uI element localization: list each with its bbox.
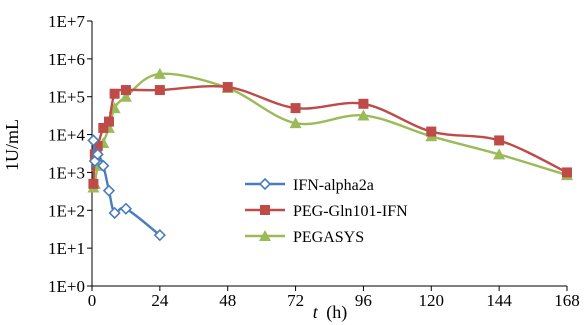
- data-point: [493, 148, 506, 160]
- y-axis-title: 1U/mL: [2, 119, 22, 171]
- data-point: [119, 202, 133, 215]
- data-point: [88, 178, 99, 189]
- y-tick-label: 1E+5: [48, 88, 85, 107]
- legend-entry: IFN-alpha2a: [245, 177, 374, 194]
- data-point: [153, 229, 166, 242]
- y-tick-label: 1E+7: [48, 12, 85, 31]
- legend-entry: PEGASYS: [245, 229, 364, 246]
- legend: IFN-alpha2a PEG-Gln101-IFN PEGASYS: [245, 177, 408, 246]
- y-tick-label: 1E+3: [48, 163, 85, 182]
- data-point: [153, 67, 166, 79]
- data-point: [109, 88, 120, 99]
- legend-label: IFN-alpha2a: [293, 177, 374, 194]
- data-point: [222, 82, 233, 93]
- data-point: [108, 206, 121, 220]
- data-point: [494, 135, 505, 146]
- y-tick-label: 1E+0: [48, 277, 85, 296]
- data-point: [290, 103, 301, 114]
- data-point: [87, 134, 100, 147]
- series-layer: [87, 67, 573, 242]
- x-tick-label: 168: [554, 291, 580, 310]
- x-tick-label: 120: [419, 291, 445, 310]
- data-point: [358, 98, 369, 109]
- legend-marker: [258, 177, 272, 191]
- tick-labels: 1E+0 1E+1 1E+2 1E+3 1E+4 1E+5 1E+6 1E+7 0 24 48 72 9…: [48, 12, 580, 310]
- data-point: [98, 122, 109, 133]
- data-point: [119, 90, 132, 102]
- data-point: [102, 184, 116, 197]
- data-point: [120, 85, 131, 96]
- data-point: [289, 117, 302, 129]
- data-point: [426, 126, 437, 137]
- series-line: [92, 84, 568, 184]
- legend-entry: PEG-Gln101-IFN: [245, 203, 408, 220]
- x-tick-label: 96: [355, 291, 372, 310]
- data-point: [357, 109, 370, 121]
- legend-marker: [260, 205, 270, 215]
- legend-marker: [259, 230, 271, 241]
- series-0: [87, 134, 166, 242]
- x-tick-label: 48: [219, 291, 236, 310]
- y-tick-label: 1E+4: [48, 126, 85, 145]
- x-axis-title-variable: t: [313, 302, 319, 322]
- data-point: [97, 159, 110, 172]
- x-tick-label: 72: [287, 291, 304, 310]
- series-1: [88, 82, 572, 189]
- x-tick-label: 24: [151, 291, 169, 310]
- x-tick-label: 144: [486, 291, 512, 310]
- legend-label: PEGASYS: [293, 229, 364, 246]
- y-tick-label: 1E+1: [48, 239, 85, 258]
- x-axis-title: t (h): [313, 302, 348, 323]
- data-point: [562, 167, 572, 178]
- x-axis-title-unit: (h): [326, 302, 347, 323]
- data-point: [154, 85, 165, 96]
- data-point: [103, 116, 114, 127]
- legend-label: PEG-Gln101-IFN: [293, 203, 408, 220]
- y-tick-label: 1E+2: [48, 201, 85, 220]
- x-tick-label: 0: [88, 291, 97, 310]
- y-tick-label: 1E+6: [48, 50, 85, 69]
- data-point: [92, 140, 103, 151]
- data-point: [91, 148, 104, 161]
